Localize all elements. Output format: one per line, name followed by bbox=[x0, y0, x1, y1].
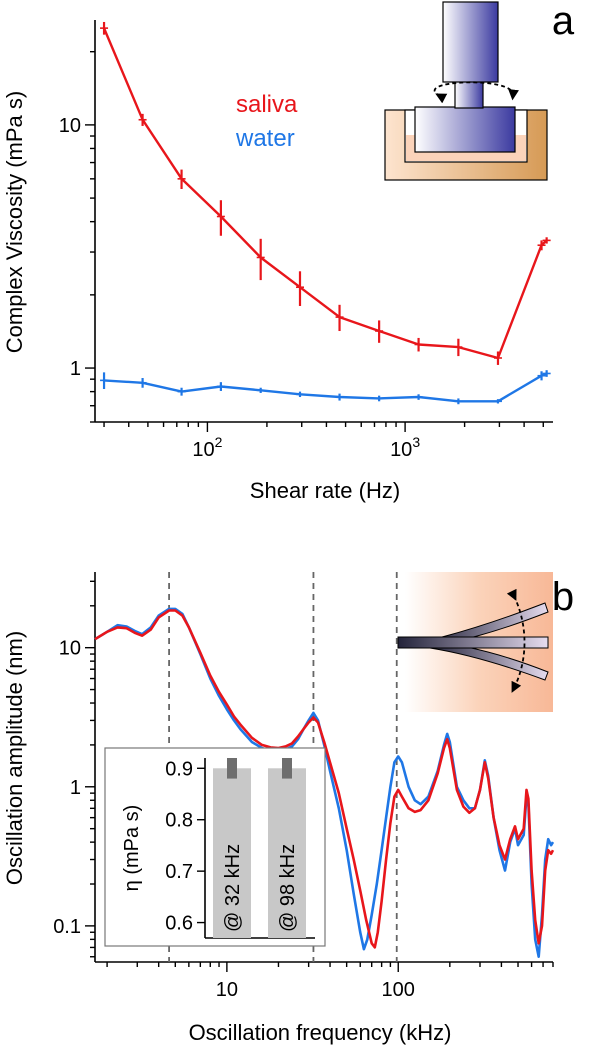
x-tick-label-b: 100 bbox=[382, 979, 415, 1001]
inset-ticks: 0.6 0.7 0.8 0.9 bbox=[165, 758, 205, 935]
panel-label-b: b bbox=[552, 575, 574, 619]
ticks-a bbox=[85, 50, 544, 432]
y-axis-label-a: Complex Viscosity (mPa s) bbox=[2, 91, 27, 353]
cantilever-illustration bbox=[397, 572, 553, 712]
rheometer-shaft bbox=[454, 79, 484, 109]
y-tick-label-a: 1 bbox=[70, 358, 81, 380]
y-axis-label-b: Oscillation amplitude (nm) bbox=[2, 631, 27, 885]
inset-bar-error bbox=[227, 758, 237, 779]
rheometer-illustration bbox=[384, 1, 548, 181]
series-line-saliva bbox=[94, 609, 555, 949]
oscillation-arrow bbox=[506, 588, 526, 693]
inset-bar bbox=[213, 768, 251, 938]
x-tick-label-exp: 3 bbox=[412, 434, 420, 450]
x-tick-label-a: 103 bbox=[390, 434, 420, 461]
tick-labels-b: 0.1 1 10 10 100 bbox=[53, 638, 415, 1001]
x-tick-label-exp: 2 bbox=[215, 434, 223, 450]
viscosity-inset: 0.6 0.7 0.8 0.9 @ 32 kHz @ 98 kHz η (mPa s) bbox=[104, 747, 326, 947]
inset-y-tick-label: 0.6 bbox=[165, 913, 193, 935]
ticks-b bbox=[85, 580, 554, 972]
x-axis-label-b: Oscillation frequency (kHz) bbox=[189, 1020, 452, 1045]
legend-water: water bbox=[235, 125, 295, 152]
inset-y-tick-label: 0.8 bbox=[165, 810, 193, 832]
inset-bars: @ 32 kHz @ 98 kHz bbox=[213, 758, 306, 938]
series-a bbox=[100, 21, 551, 405]
panel-label-a: a bbox=[552, 0, 575, 43]
inset-y-tick-label: 0.9 bbox=[165, 758, 193, 780]
x-tick-label-a: 102 bbox=[192, 434, 222, 461]
rotation-arrow bbox=[433, 81, 519, 104]
y-tick-label-b: 10 bbox=[59, 638, 81, 660]
x-tick-label-b: 10 bbox=[216, 979, 238, 1001]
x-tick-label-base: 10 bbox=[390, 439, 412, 461]
panel-b: b 0.1 1 10 10 100 Oscillation frequency (kHz… bbox=[2, 572, 574, 1045]
inset-bar bbox=[268, 768, 306, 938]
series-b bbox=[94, 607, 555, 959]
x-tick-label-base: 10 bbox=[192, 439, 214, 461]
inset-bar-label: @ 98 kHz bbox=[277, 844, 299, 932]
inset-y-axis-label: η (mPa s) bbox=[121, 805, 143, 892]
inset-bar-error bbox=[282, 758, 292, 779]
x-axis-label-a: Shear rate (Hz) bbox=[250, 478, 400, 503]
y-tick-label-b: 1 bbox=[70, 777, 81, 799]
cantilever-beam bbox=[397, 636, 549, 649]
rheometer-plate bbox=[414, 106, 516, 153]
series-line-water bbox=[103, 372, 548, 403]
inset-y-tick-label: 0.7 bbox=[165, 861, 193, 883]
rheometer-motor bbox=[442, 1, 499, 83]
y-tick-label-a: 10 bbox=[59, 115, 81, 137]
y-tick-label-b: 0.1 bbox=[53, 916, 81, 938]
legend-saliva: saliva bbox=[236, 91, 298, 118]
inset-bar-label: @ 32 kHz bbox=[222, 844, 244, 932]
